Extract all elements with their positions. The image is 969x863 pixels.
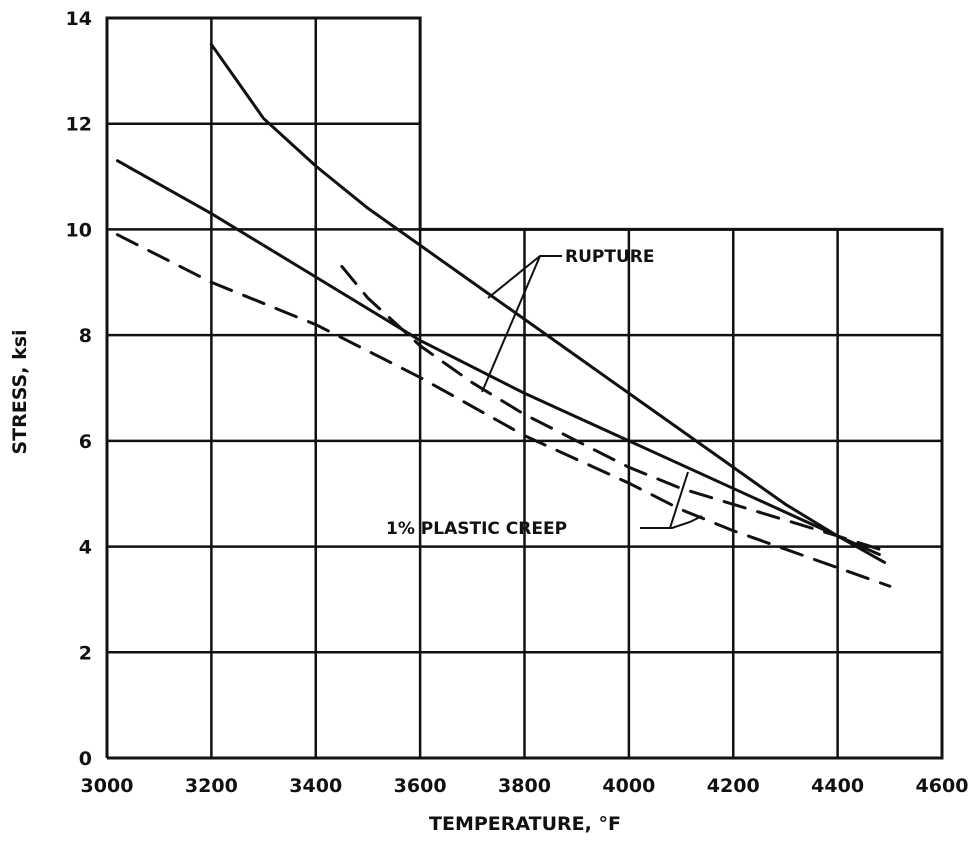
grid-layer [105,16,944,760]
y-tick-label: 0 [79,748,92,770]
y-tick-label: 12 [66,114,92,136]
tick-label-layer: 3000 3200 3400 3600 3800 4000 4200 4400 4600 0 2 4 6… [66,8,969,797]
series-line-2 [115,159,887,564]
x-tick-label: 3600 [394,775,447,797]
series-line-4 [115,233,892,588]
annotation-plastic-creep: 1% PLASTIC CREEP [386,519,567,539]
annotation-leader-line [640,515,703,529]
x-axis-title: TEMPERATURE, °F [429,813,621,835]
y-tick-label: 10 [66,219,92,241]
annotation-rupture: RUPTURE [565,247,654,267]
plot-frame [105,16,944,760]
x-tick-label: 4400 [811,775,864,797]
y-tick-label: 4 [79,537,92,559]
series-line-1 [209,42,881,556]
annotation-leader-line [481,255,541,393]
x-tick-label: 4200 [707,775,760,797]
y-tick-label: 2 [79,642,92,664]
leader-layer [481,255,703,529]
x-tick-label: 3800 [498,775,551,797]
x-tick-label: 4000 [602,775,655,797]
x-tick-label: 3200 [185,775,238,797]
x-tick-label: 3000 [81,775,134,797]
x-tick-label: 3400 [289,775,342,797]
x-tick-label: 4600 [916,775,969,797]
series-line-3 [340,264,881,551]
y-tick-label: 14 [66,8,92,30]
y-axis-title: STRESS, ksi [9,329,31,454]
series-layer [115,42,892,588]
y-tick-label: 8 [79,325,92,347]
y-tick-label: 6 [79,431,92,453]
